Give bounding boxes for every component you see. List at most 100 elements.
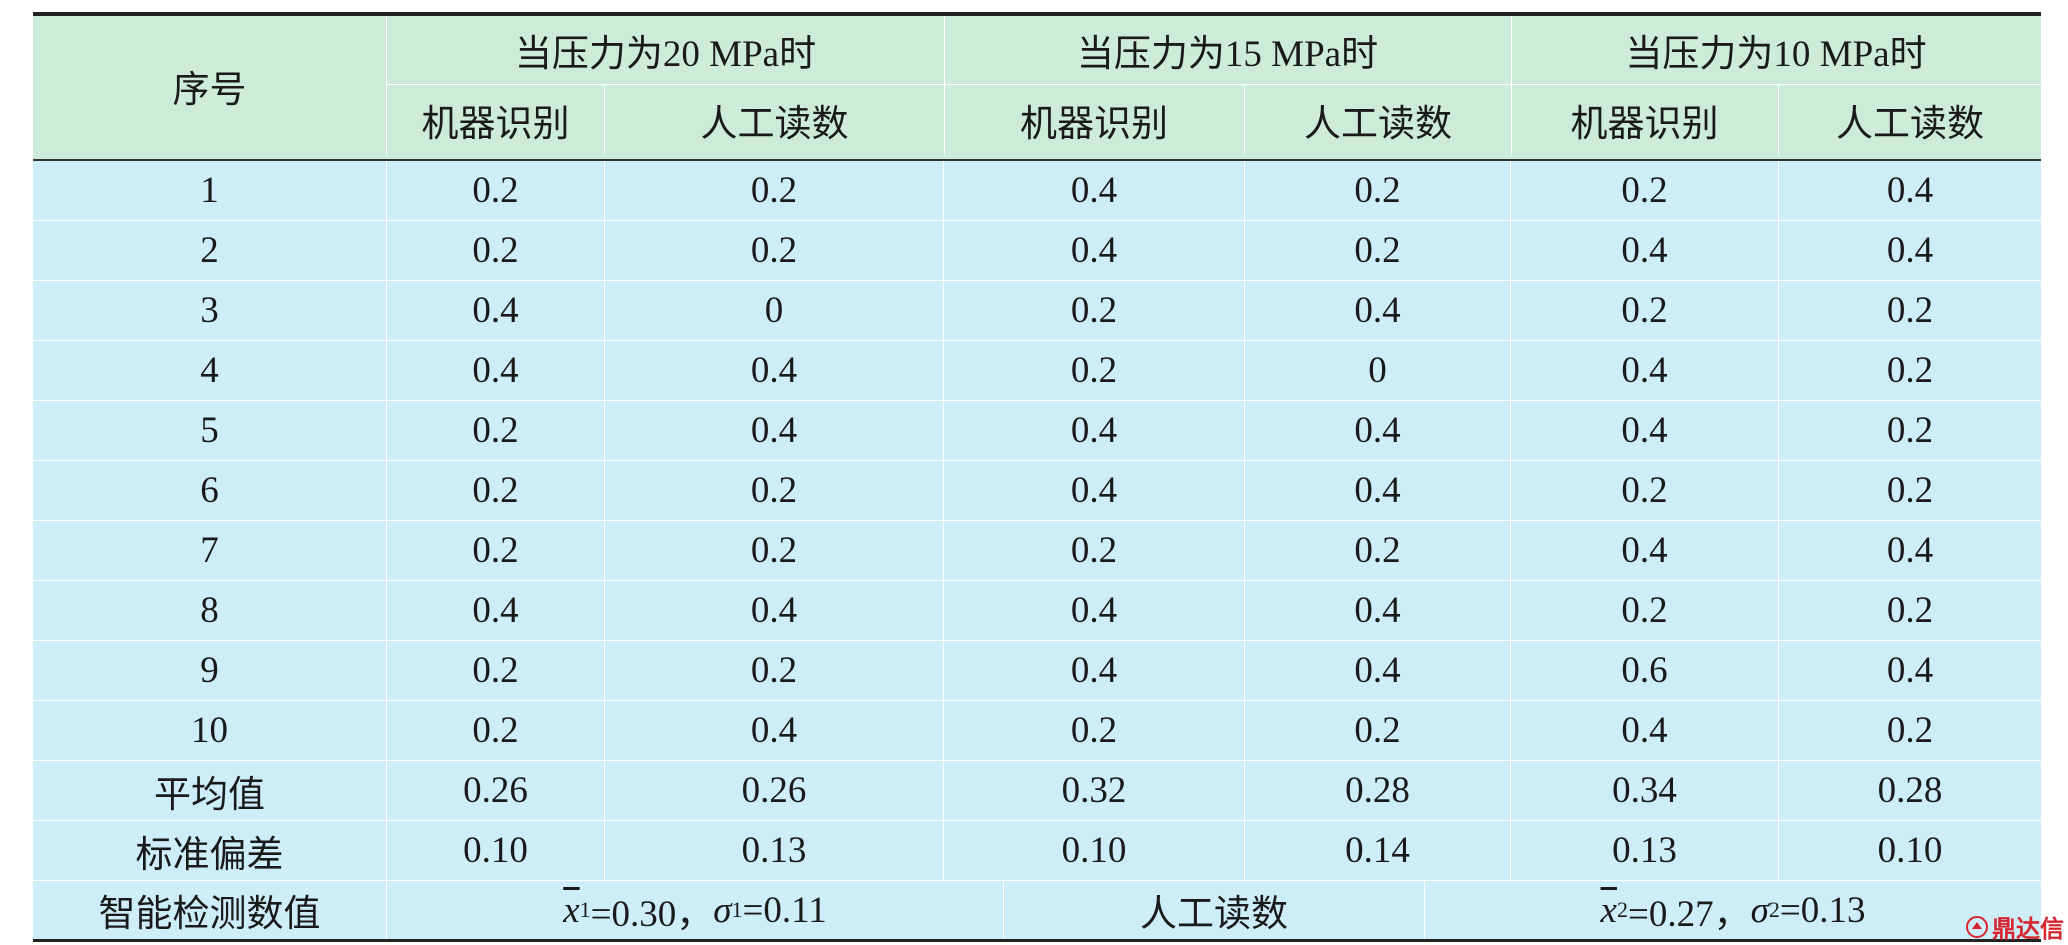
table-body: 1 0.2 0.2 0.4 0.2 0.2 0.4 2 0.2 0.2 0.4 0.2 0.4 0.4 3 0… <box>33 161 2041 881</box>
table-cell: 0.2 <box>387 221 605 280</box>
table-cell: 0.2 <box>944 281 1245 340</box>
sigma-value: =0.13 <box>1779 889 1866 931</box>
table-footer: 智能检测数值 x 1 =0.30， σ 1 =0.11 人工读数 x 2 =0.27， σ 2 =0… <box>33 881 2041 942</box>
table-cell: 0.26 <box>605 761 944 820</box>
table-cell: 0.2 <box>1511 281 1779 340</box>
sigma-symbol: σ <box>1750 889 1769 931</box>
table-cell: 0.14 <box>1245 821 1511 880</box>
table-cell: 0.4 <box>1511 401 1779 460</box>
table-cell: 0.4 <box>1886 170 1934 211</box>
footer-label: 智能检测数值 <box>33 881 387 939</box>
sigma-subscript: 1 <box>731 897 743 922</box>
table-cell: 0.2 <box>944 341 1245 400</box>
row-label: 10 <box>33 701 387 760</box>
table-cell: 0.2 <box>944 521 1245 580</box>
row-label: 7 <box>33 521 387 580</box>
group-title: 当压力为15 MPa时 <box>944 16 1511 85</box>
table-header: 序号 当压力为20 MPa时 机器识别 人工读数 当压力为15 MPa时 机器识… <box>33 12 2041 161</box>
table-cell: 0.4 <box>387 581 605 640</box>
table-cell: 0.4 <box>944 461 1245 520</box>
row-label: 标准偏差 <box>33 821 387 880</box>
row-label: 平均值 <box>33 761 387 820</box>
table-row: 标准偏差 0.10 0.13 0.10 0.14 0.13 0.10 <box>33 821 2041 881</box>
footer-middle: 人工读数 <box>1004 881 1425 939</box>
table-cell: 0.28 <box>1245 761 1511 820</box>
row-label: 1 <box>33 161 387 220</box>
table-cell: 0.2 <box>387 161 605 220</box>
table-cell: 0.4 <box>1886 230 1934 271</box>
table-cell: 0.4 <box>605 581 944 640</box>
table-row: 10 0.2 0.4 0.2 0.2 0.4 0.2 <box>33 701 2041 761</box>
table-row: 3 0.4 0 0.2 0.4 0.2 0.2 <box>33 281 2041 341</box>
col-machine: 机器识别 <box>944 85 1245 155</box>
table-cell: 0.2 <box>605 221 944 280</box>
sigma-subscript: 2 <box>1768 897 1780 922</box>
table-cell: 0.28 <box>1877 770 1943 811</box>
table-cell: 0.4 <box>387 281 605 340</box>
table-cell: 0.2 <box>387 641 605 700</box>
table-row: 9 0.2 0.2 0.4 0.4 0.6 0.4 <box>33 641 2041 701</box>
table-cell: 0 <box>1245 341 1511 400</box>
footer-machine-stats: x 1 =0.30， σ 1 =0.11 <box>387 881 1004 939</box>
table-cell: 0.13 <box>1511 821 1779 880</box>
table-cell: 0.4 <box>387 341 605 400</box>
table-cell: 0.2 <box>1886 590 1934 631</box>
header-group-15mpa: 当压力为15 MPa时 机器识别 人工读数 <box>944 16 1512 155</box>
sigma-value: =0.11 <box>742 889 827 931</box>
watermark-icon <box>1966 915 1988 938</box>
table-cell: 0.6 <box>1511 641 1779 700</box>
table-cell: 0.2 <box>1886 290 1934 331</box>
row-label: 6 <box>33 461 387 520</box>
row-label: 3 <box>33 281 387 340</box>
table-cell: 0.2 <box>387 401 605 460</box>
table-cell: 0.2 <box>1886 350 1934 391</box>
header-seq: 序号 <box>33 16 387 155</box>
row-label: 2 <box>33 221 387 280</box>
table-cell: 0.2 <box>605 641 944 700</box>
table-cell: 0.2 <box>1511 581 1779 640</box>
table-row: 4 0.4 0.4 0.2 0 0.4 0.2 <box>33 341 2041 401</box>
mean-symbol: x <box>1600 889 1617 931</box>
header-group-20mpa: 当压力为20 MPa时 机器识别 人工读数 <box>387 16 945 155</box>
table-row: 6 0.2 0.2 0.4 0.4 0.2 0.2 <box>33 461 2041 521</box>
table-cell: 0.4 <box>1886 530 1934 571</box>
row-label: 8 <box>33 581 387 640</box>
table-cell: 0.13 <box>605 821 944 880</box>
table-row: 平均值 0.26 0.26 0.32 0.28 0.34 0.28 <box>33 761 2041 821</box>
table-cell: 0.2 <box>1886 470 1934 511</box>
table-cell: 0.4 <box>1245 281 1511 340</box>
table-cell: 0.4 <box>1245 401 1511 460</box>
table-cell: 0.2 <box>1886 710 1934 751</box>
table-cell: 0.4 <box>944 641 1245 700</box>
table-cell: 0.4 <box>1511 521 1779 580</box>
table-cell: 0.2 <box>387 461 605 520</box>
table-cell: 0.10 <box>1877 830 1943 871</box>
table-cell: 0.4 <box>1511 701 1779 760</box>
row-label: 9 <box>33 641 387 700</box>
watermark-logo: 鼎达信 <box>1966 909 2064 944</box>
table-row: 8 0.4 0.4 0.4 0.4 0.2 0.2 <box>33 581 2041 641</box>
table-cell: 0.2 <box>1511 461 1779 520</box>
table-row: 7 0.2 0.2 0.2 0.2 0.4 0.4 <box>33 521 2041 581</box>
table-cell: 0.4 <box>944 221 1245 280</box>
table-cell: 0.2 <box>1245 221 1511 280</box>
table-cell: 0.2 <box>1511 161 1779 220</box>
row-label: 4 <box>33 341 387 400</box>
table-cell: 0.10 <box>387 821 605 880</box>
data-table: 序号 当压力为20 MPa时 机器识别 人工读数 当压力为15 MPa时 机器识… <box>33 12 2041 942</box>
table-row: 2 0.2 0.2 0.4 0.2 0.4 0.4 <box>33 221 2041 281</box>
group-title: 当压力为20 MPa时 <box>387 16 944 85</box>
table-cell: 0.4 <box>1886 650 1934 691</box>
table-cell: 0.2 <box>605 461 944 520</box>
mean-subscript: 2 <box>1616 897 1628 922</box>
table-row: 5 0.2 0.4 0.4 0.4 0.4 0.2 <box>33 401 2041 461</box>
table-cell: 0.26 <box>387 761 605 820</box>
table-cell: 0.4 <box>605 701 944 760</box>
table-cell: 0.2 <box>387 521 605 580</box>
table-cell: 0 <box>605 281 944 340</box>
group-title: 当压力为10 MPa时 <box>1511 16 2041 85</box>
footer-manual-stats: x 2 =0.27， σ 2 =0.13 <box>1425 881 2041 939</box>
table-cell: 0.4 <box>1511 341 1779 400</box>
col-manual: 人工读数 <box>1304 104 1452 145</box>
header-group-10mpa: 当压力为10 MPa时 机器识别 人工读数 <box>1511 16 2041 155</box>
